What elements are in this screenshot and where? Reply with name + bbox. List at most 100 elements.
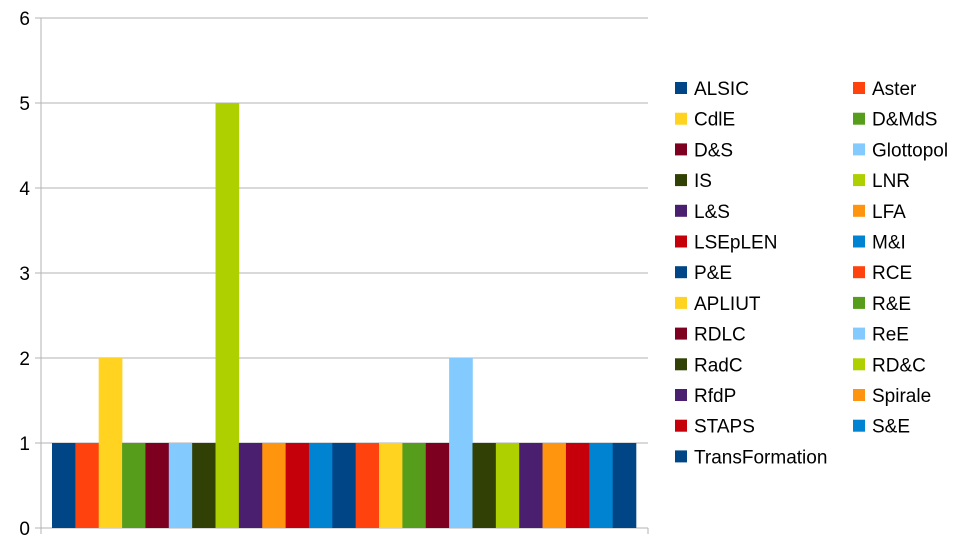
- bar-ree: [449, 358, 473, 528]
- bar-cdle: [98, 358, 123, 528]
- bar-rdlc: [425, 443, 450, 528]
- legend-item-rdlc: RDLC: [675, 325, 746, 346]
- bar-spirale: [542, 443, 567, 528]
- legend-swatch: [853, 235, 865, 248]
- legend-swatch: [853, 327, 865, 340]
- legend-item-transformation: TransFormation: [675, 447, 827, 468]
- legend-label: R&E: [872, 294, 911, 315]
- legend-item-d-mds: D&MdS: [853, 110, 937, 131]
- y-tick-label: 2: [19, 349, 30, 370]
- legend-label: RadC: [694, 355, 743, 376]
- bar-apliut: [379, 443, 403, 528]
- bar-d-s: [145, 443, 170, 528]
- legend-item-p-e: P&E: [675, 263, 732, 284]
- bar-p-e: [332, 443, 356, 528]
- legend-label: RDLC: [694, 325, 746, 346]
- legend-item-alsic: ALSIC: [675, 79, 749, 100]
- legend-label: ReE: [872, 325, 909, 346]
- legend-item-cdle: CdlE: [675, 110, 735, 131]
- y-tick-label: 3: [19, 264, 30, 285]
- legend-swatch: [675, 419, 687, 432]
- y-tick-label: 1: [19, 434, 30, 455]
- legend-label: APLIUT: [694, 294, 761, 315]
- legend-label: RD&C: [872, 355, 926, 376]
- legend-label: Glottopol: [872, 140, 948, 161]
- legend-item-staps: STAPS: [675, 417, 755, 438]
- legend-swatch: [675, 327, 687, 340]
- legend-label: LFA: [872, 202, 906, 223]
- legend-swatch: [853, 419, 865, 432]
- legend-label: D&MdS: [872, 110, 937, 131]
- legend-swatch: [675, 143, 687, 156]
- bar-m-i: [308, 443, 333, 528]
- legend-item-ree: ReE: [853, 325, 909, 346]
- legend-item-l-s: L&S: [675, 202, 730, 223]
- legend-swatch: [853, 296, 865, 309]
- legend-swatch: [853, 143, 865, 156]
- bar-radc: [472, 443, 497, 528]
- legend-item-r-e: R&E: [853, 294, 911, 315]
- bars: [52, 103, 637, 528]
- legend-label: STAPS: [694, 417, 755, 438]
- y-tick-label: 6: [19, 9, 30, 30]
- bar-staps: [565, 443, 590, 528]
- bar-lfa: [262, 443, 286, 528]
- legend-label: TransFormation: [694, 447, 827, 468]
- legend-label: Spirale: [872, 386, 931, 407]
- bar-transformation: [612, 443, 637, 528]
- bar-rce: [355, 443, 380, 528]
- legend-swatch: [675, 235, 687, 248]
- legend-swatch: [853, 204, 865, 217]
- legend-label: IS: [694, 171, 712, 192]
- bar-rfdp: [519, 443, 543, 528]
- legend-swatch: [675, 450, 687, 463]
- legend-label: L&S: [694, 202, 730, 223]
- legend-label: Aster: [872, 79, 917, 100]
- legend-item-m-i: M&I: [853, 233, 906, 254]
- legend-item-s-e: S&E: [853, 417, 910, 438]
- legend-swatch: [675, 296, 687, 309]
- legend-item-is: IS: [675, 171, 712, 192]
- bar-l-s: [238, 443, 263, 528]
- legend-swatch: [675, 174, 687, 187]
- legend-swatch: [853, 82, 865, 94]
- bar-glottopol: [168, 443, 193, 528]
- y-tick-label: 4: [19, 179, 30, 200]
- bar-lnr: [215, 103, 240, 528]
- legend-swatch: [675, 389, 687, 401]
- legend-item-d-s: D&S: [675, 140, 733, 161]
- legend-swatch: [853, 358, 865, 371]
- legend-swatch: [853, 389, 865, 401]
- legend-item-glottopol: Glottopol: [853, 140, 948, 161]
- legend-label: D&S: [694, 140, 733, 161]
- bar-s-e: [589, 443, 613, 528]
- legend: ALSIC Aster CdlE D&MdS D&S Glottopol IS LNR L&S L…: [675, 79, 948, 468]
- bar-alsic: [52, 443, 76, 528]
- legend-label: CdlE: [694, 110, 735, 131]
- legend-swatch: [675, 82, 687, 94]
- legend-swatch: [675, 266, 687, 279]
- legend-item-aster: Aster: [853, 79, 917, 100]
- legend-swatch: [675, 112, 687, 125]
- legend-item-rd-c: RD&C: [853, 355, 926, 376]
- y-tick-label: 5: [19, 94, 30, 115]
- legend-item-apliut: APLIUT: [675, 294, 761, 315]
- bar-d-mds: [122, 443, 146, 528]
- legend-label: LNR: [872, 171, 910, 192]
- y-axis: 0 1 2 3 4 5 6: [19, 9, 649, 540]
- bar-r-e: [402, 443, 427, 528]
- legend-item-lnr: LNR: [853, 171, 910, 192]
- legend-item-radc: RadC: [675, 355, 743, 376]
- legend-swatch: [853, 266, 865, 279]
- legend-item-spirale: Spirale: [853, 386, 931, 407]
- legend-label: S&E: [872, 417, 910, 438]
- legend-item-rfdp: RfdP: [675, 386, 736, 407]
- bar-aster: [75, 443, 100, 528]
- y-tick-label: 0: [19, 519, 30, 535]
- legend-item-rce: RCE: [853, 263, 912, 284]
- legend-swatch: [853, 112, 865, 125]
- legend-swatch: [675, 204, 687, 217]
- bar-is: [192, 443, 216, 528]
